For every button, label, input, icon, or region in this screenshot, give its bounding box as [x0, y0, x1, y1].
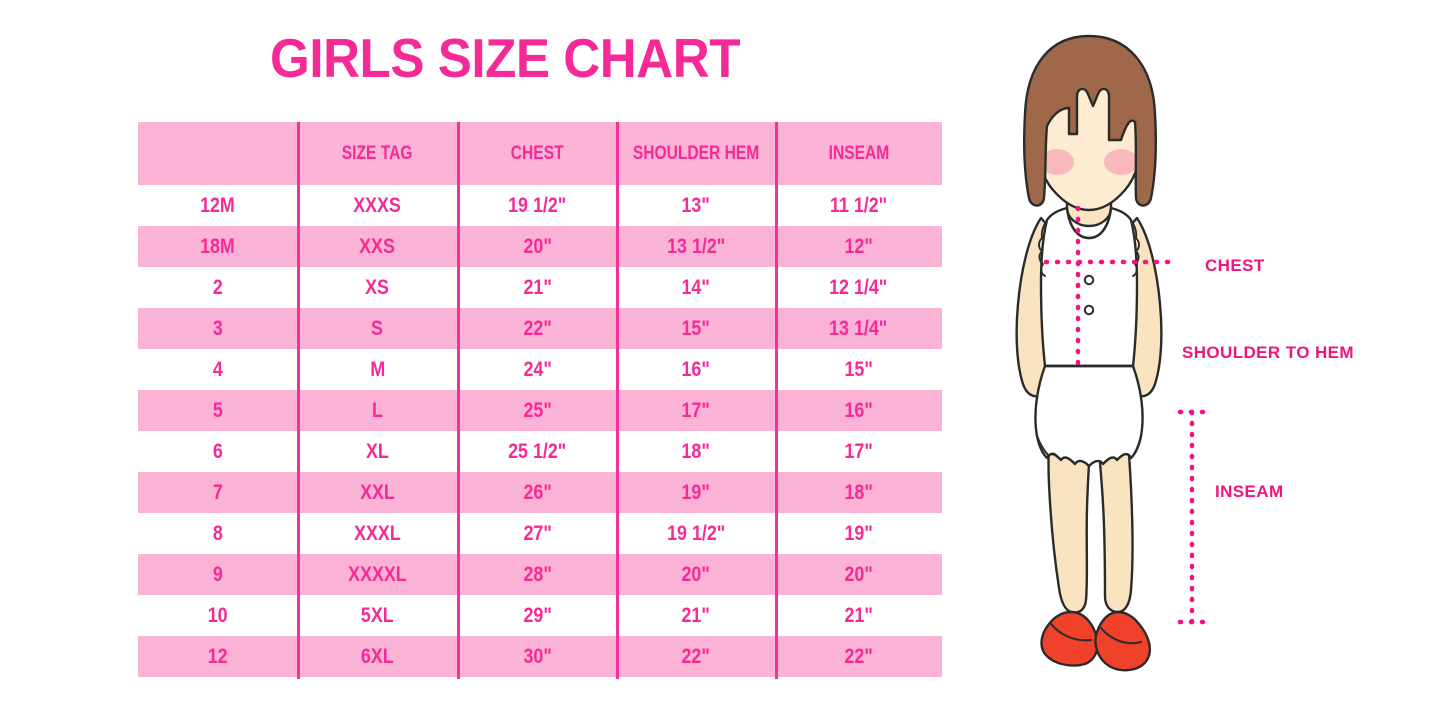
table-row: 8 XXXL 27" 19 1/2" 19" [138, 513, 942, 554]
blush-right [1104, 149, 1138, 175]
cell-chest: 21" [523, 275, 552, 299]
hair-shape [1023, 34, 1157, 207]
cell-shoulder-hem: 19" [681, 480, 711, 504]
cell-size: 2 [212, 275, 223, 299]
cell-size: 9 [212, 562, 223, 586]
cell-chest: 28" [523, 562, 552, 586]
shoes-shape [1040, 610, 1151, 672]
cell-shoulder-hem: 15" [681, 316, 711, 340]
cell-inseam: 21" [844, 603, 873, 627]
table-row: 2 XS 21" 14" 12 1/4" [138, 267, 942, 308]
cell-inseam: 11 1/2" [829, 193, 888, 217]
cell-size-tag: XS [365, 275, 390, 299]
cell-inseam: 17" [844, 439, 873, 463]
table-row: 6 XL 25 1/2" 18" 17" [138, 431, 942, 472]
cell-size: 3 [212, 316, 223, 340]
page-title: GIRLS SIZE CHART [270, 27, 740, 89]
cell-size-tag: L [372, 398, 383, 422]
cell-shoulder-hem: 18" [681, 439, 711, 463]
cell-size-tag: XXXS [353, 193, 402, 217]
cell-size-tag: XXL [360, 480, 395, 504]
column-header-size-tag: SIZE TAG [297, 122, 458, 185]
girl-figure-illustration [985, 22, 1255, 682]
table-row: 12M XXXS 19 1/2" 13" 11 1/2" [138, 185, 942, 226]
cell-chest: 20" [523, 234, 552, 258]
label-shoulder-to-hem: SHOULDER TO HEM [1182, 343, 1354, 362]
cell-size-tag: M [370, 357, 385, 381]
cell-size-tag: 6XL [361, 644, 394, 668]
cell-shoulder-hem: 14" [681, 275, 711, 299]
blush-left [1040, 149, 1074, 175]
cell-shoulder-hem: 22" [681, 644, 711, 668]
cell-shoulder-hem: 20" [681, 562, 711, 586]
column-header-inseam: INSEAM [775, 122, 942, 185]
cell-chest: 24" [523, 357, 552, 381]
cell-inseam: 22" [844, 644, 873, 668]
cell-size: 4 [212, 357, 223, 381]
table-row: 12 6XL 30" 22" 22" [138, 636, 942, 677]
cell-size-tag: S [371, 316, 384, 340]
cell-inseam: 12" [844, 234, 873, 258]
column-divider [775, 122, 778, 679]
label-inseam: INSEAM [1215, 482, 1284, 501]
cell-size-tag: XXXL [354, 521, 401, 545]
cell-size: 18M [200, 234, 235, 258]
cell-chest: 30" [523, 644, 552, 668]
cell-chest: 19 1/2" [508, 193, 567, 217]
table-row: 3 S 22" 15" 13 1/4" [138, 308, 942, 349]
table-row: 18M XXS 20" 13 1/2" 12" [138, 226, 942, 267]
column-header-shoulder-hem: SHOULDER HEM [617, 122, 775, 185]
cell-inseam: 19" [844, 521, 873, 545]
cell-shoulder-hem: 16" [681, 357, 711, 381]
cell-size: 12M [200, 193, 235, 217]
cell-size-tag: XXS [359, 234, 396, 258]
cell-size-tag: XXXXL [348, 562, 407, 586]
cell-chest: 25 1/2" [508, 439, 567, 463]
top-garment-shape [1038, 206, 1140, 368]
button-upper [1083, 274, 1095, 286]
cell-shoulder-hem: 13 1/2" [666, 234, 726, 258]
cell-size: 6 [212, 439, 223, 463]
cell-chest: 26" [523, 480, 552, 504]
column-divider [297, 122, 300, 679]
cell-size: 10 [207, 603, 228, 627]
cell-chest: 22" [523, 316, 552, 340]
table-row: 7 XXL 26" 19" 18" [138, 472, 942, 513]
cell-size-tag: XL [366, 439, 389, 463]
cell-size-tag: 5XL [361, 603, 394, 627]
column-header-chest: CHEST [458, 122, 617, 185]
table-header-row: SIZE TAG CHEST SHOULDER HEM INSEAM [138, 122, 942, 185]
cell-size: 7 [212, 480, 223, 504]
cell-shoulder-hem: 17" [681, 398, 711, 422]
cell-inseam: 18" [844, 480, 873, 504]
cell-shoulder-hem: 19 1/2" [666, 521, 726, 545]
cell-inseam: 16" [844, 398, 873, 422]
table-row: 10 5XL 29" 21" 21" [138, 595, 942, 636]
cell-shoulder-hem: 21" [681, 603, 711, 627]
cell-size: 12 [207, 644, 228, 668]
column-divider [616, 122, 619, 679]
cell-size: 5 [212, 398, 223, 422]
cell-chest: 25" [523, 398, 552, 422]
bloomers-shape [1034, 364, 1144, 468]
cell-inseam: 20" [844, 562, 873, 586]
label-chest: CHEST [1205, 256, 1265, 275]
cell-inseam: 13 1/4" [829, 316, 888, 340]
button-lower [1083, 304, 1095, 316]
table-row: 5 L 25" 17" 16" [138, 390, 942, 431]
cell-chest: 29" [523, 603, 552, 627]
head-shape [1023, 34, 1157, 212]
cell-shoulder-hem: 13" [681, 193, 711, 217]
cell-size: 8 [212, 521, 223, 545]
cell-chest: 27" [523, 521, 552, 545]
table-row: 9 XXXXL 28" 20" 20" [138, 554, 942, 595]
cell-inseam: 15" [844, 357, 873, 381]
column-divider [457, 122, 460, 679]
size-chart-table: SIZE TAG CHEST SHOULDER HEM INSEAM 12M X… [138, 122, 942, 677]
table-row: 4 M 24" 16" 15" [138, 349, 942, 390]
cell-inseam: 12 1/4" [829, 275, 888, 299]
column-header-size [138, 122, 297, 185]
